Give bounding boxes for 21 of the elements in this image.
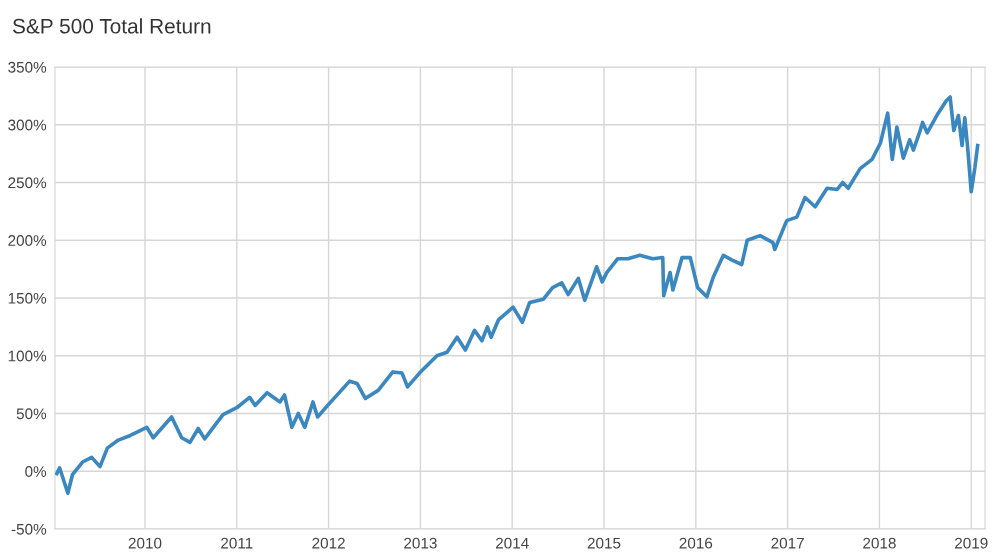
chart-title: S&P 500 Total Return [12, 18, 211, 34]
y-tick-label: -50% [11, 523, 47, 535]
y-tick-label: 300% [8, 119, 47, 131]
x-tick-label: 2016 [679, 537, 713, 549]
x-tick-label: 2012 [312, 537, 345, 549]
y-tick-label: 0% [25, 466, 47, 477]
y-tick-label: 200% [8, 235, 47, 246]
x-tick-label: 2010 [128, 537, 162, 549]
y-tick-label: 150% [8, 292, 47, 304]
x-tick-label: 2015 [587, 537, 621, 549]
line-series [55, 95, 980, 495]
y-tick-label: 250% [8, 177, 47, 189]
x-tick-label: 2013 [404, 537, 437, 549]
x-tick-label: 2019 [955, 537, 988, 549]
x-tick-label: 2017 [771, 537, 804, 549]
x-tick-label: 2018 [863, 537, 896, 549]
y-tick-label: 50% [16, 408, 47, 420]
x-tick-label: 2014 [495, 537, 529, 549]
y-tick-label: 100% [8, 350, 47, 362]
y-tick-label: 350% [8, 61, 47, 73]
x-tick-label: 2011 [221, 537, 253, 549]
